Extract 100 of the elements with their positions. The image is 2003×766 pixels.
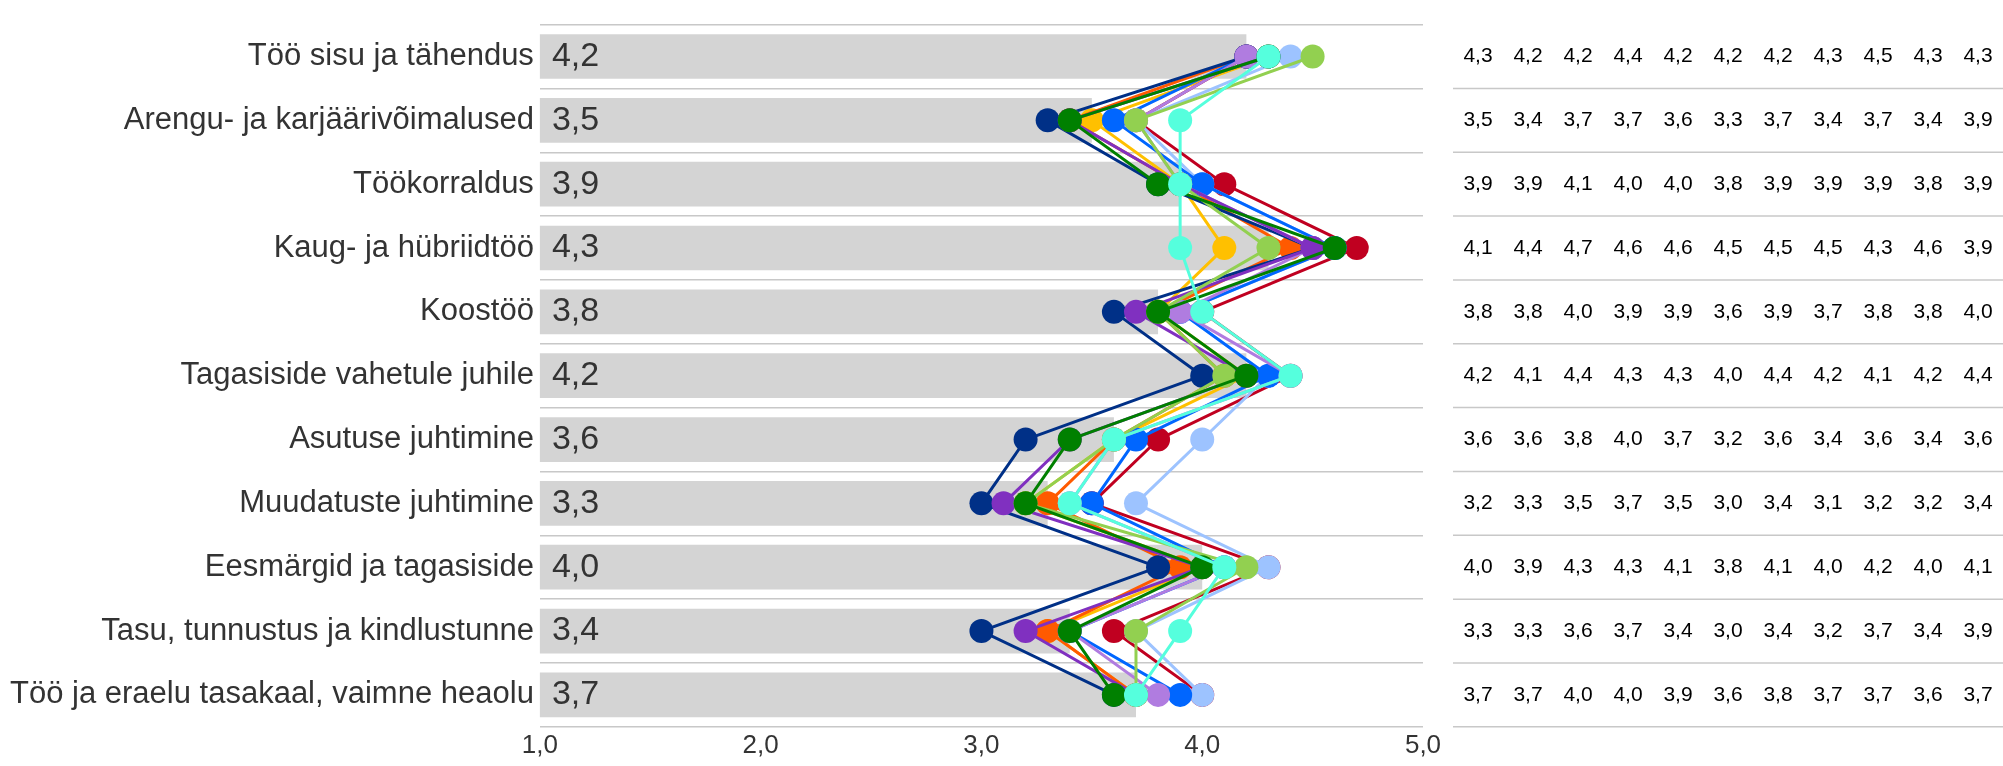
data-label: 3,0 [1713,490,1743,514]
data-label: 3,9 [1963,234,1993,258]
point [1344,236,1369,261]
data-label: 4,4 [1613,43,1643,67]
data-label: 3,2 [1813,617,1843,641]
point [1234,555,1259,580]
point [1168,682,1193,707]
data-label: 3,6 [1763,426,1793,450]
data-label: 3,4 [1813,426,1843,450]
point [969,619,994,644]
data-label: 3,9 [1863,170,1893,194]
data-label: 4,2 [1463,362,1493,386]
data-label: 4,0 [1663,170,1693,194]
x-tick-label: 5,0 [1404,728,1442,759]
y-tick-label: Arengu- ja karjäärivõimalused [123,100,534,136]
point [991,491,1016,516]
data-label: 3,7 [1813,298,1843,322]
data-label: 4,4 [1963,362,1993,386]
data-label: 4,1 [1663,554,1693,578]
data-label: 4,1 [1863,362,1893,386]
y-tick-label: Asutuse juhtimine [289,420,534,456]
data-label: 3,7 [551,673,600,712]
data-label: 3,7 [1613,490,1643,514]
data-label: 3,9 [551,162,600,201]
data-label: 4,3 [1613,362,1643,386]
point [1190,363,1215,388]
data-label: 4,2 [1563,43,1593,67]
y-tick-label: Koostöö [420,292,534,328]
x-tick-label: 4,0 [1184,728,1221,759]
x-tick-label: 1,0 [521,728,558,759]
data-label: 4,2 [1863,554,1893,578]
data-label: 4,2 [1663,43,1693,67]
data-label: 3,8 [1563,426,1593,450]
point [1123,491,1148,516]
data-label: 3,5 [1463,107,1493,131]
data-label: 3,8 [1513,298,1543,322]
data-label: 4,5 [1713,234,1743,258]
data-label: 4,0 [1963,298,1993,322]
data-label: 3,8 [1863,298,1893,322]
data-label: 3,6 [1713,681,1743,705]
data-label: 4,0 [1613,426,1643,450]
point [1300,44,1325,69]
data-label: 3,7 [1863,617,1893,641]
data-label: 3,9 [1663,298,1693,322]
data-label: 4,2 [1713,43,1743,67]
data-label: 3,9 [1963,170,1993,194]
data-label: 4,3 [1813,43,1843,67]
data-label: 3,9 [1513,554,1543,578]
point [1123,299,1148,324]
data-label: 4,3 [551,226,600,265]
point [1168,619,1193,644]
data-label: 3,5 [551,98,600,137]
data-label: 3,3 [1713,107,1743,131]
data-label: 4,3 [1963,43,1993,67]
data-label: 4,3 [1563,554,1593,578]
data-label: 3,7 [1863,681,1893,705]
data-label: 3,6 [1463,426,1493,450]
data-label: 3,8 [1713,170,1743,194]
data-label: 4,1 [1763,554,1793,578]
data-label: 3,6 [1863,426,1893,450]
point [1101,299,1126,324]
data-label: 3,8 [1913,170,1943,194]
data-label: 3,7 [1963,681,1993,705]
data-label: 4,0 [551,545,600,584]
y-tick-label: Töö ja eraelu tasakaal, vaimne heaolu [9,675,534,711]
data-label: 3,8 [551,290,600,329]
data-label: 3,7 [1813,681,1843,705]
data-label: 3,2 [1863,490,1893,514]
data-label: 3,9 [1463,170,1493,194]
data-label: 4,2 [1513,43,1543,67]
point [1256,236,1281,261]
data-label: 3,7 [1563,107,1593,131]
x-tick-label: 2,0 [742,728,779,759]
data-label: 3,9 [1613,298,1643,322]
data-label: 4,4 [1763,362,1793,386]
data-label: 4,3 [1913,43,1943,67]
point [1035,108,1060,133]
data-label: 3,0 [1713,617,1743,641]
data-label: 4,4 [1513,234,1543,258]
data-label: 4,0 [1813,554,1843,578]
data-label: 3,4 [1913,426,1943,450]
data-label: 4,1 [1563,170,1593,194]
data-label: 4,0 [1563,298,1593,322]
data-label: 3,4 [551,609,600,648]
data-label: 4,2 [1813,362,1843,386]
data-label: 3,4 [1763,490,1793,514]
data-label: 3,4 [1663,617,1693,641]
data-label: 3,4 [1913,107,1943,131]
data-label: 3,4 [1763,617,1793,641]
data-label: 3,2 [1713,426,1743,450]
point [1013,619,1038,644]
data-label: 4,0 [1913,554,1943,578]
data-label: 3,4 [1913,617,1943,641]
point [1101,108,1126,133]
data-label: 3,3 [1463,617,1493,641]
data-label: 3,9 [1663,681,1693,705]
data-label: 3,9 [1763,170,1793,194]
data-label: 4,1 [1463,234,1493,258]
data-label: 4,3 [1863,234,1893,258]
data-label: 4,5 [1863,43,1893,67]
